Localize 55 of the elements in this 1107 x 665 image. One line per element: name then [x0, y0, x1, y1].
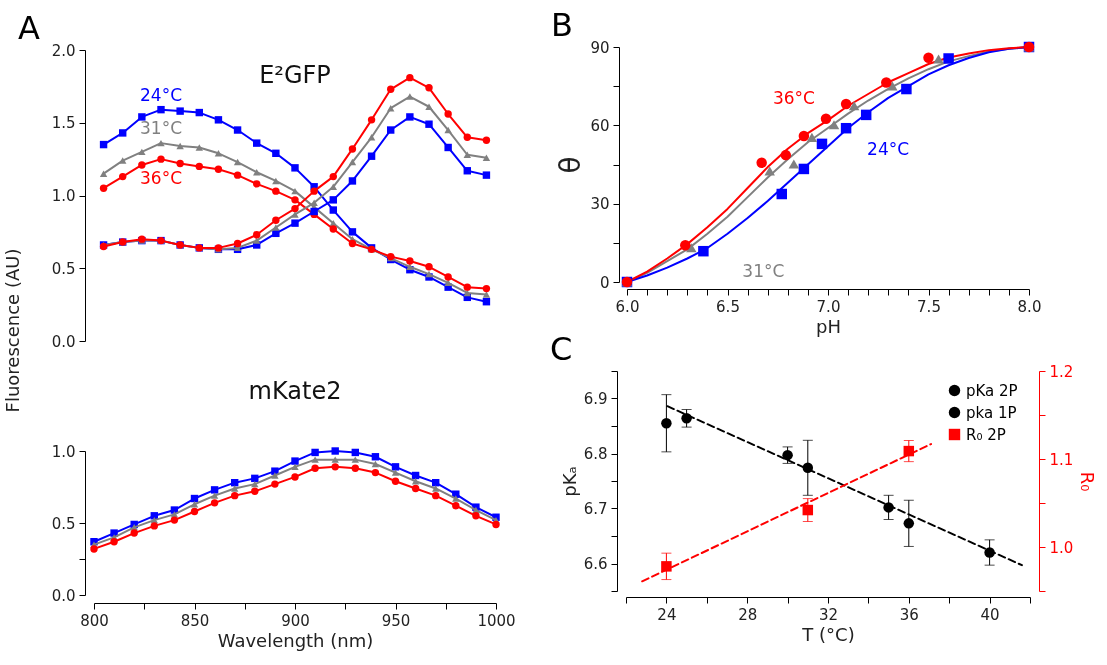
x-axis-title: Wavelength (nm) [217, 629, 374, 651]
y-tick-label: 6.7 [583, 500, 608, 518]
x-tick-label: 24 [657, 605, 677, 624]
y-tick-label: 1.0 [51, 187, 76, 205]
y-axis-title: pKₐ [558, 466, 580, 497]
text: B [551, 6, 573, 44]
x-tick-label: 950 [381, 611, 411, 630]
y-tick-label: 1.5 [51, 114, 76, 133]
y2-tick-label: 1.0 [1049, 538, 1074, 557]
x-axis-title: T (°C) [801, 623, 855, 645]
y-tick-label: 0.5 [51, 514, 76, 533]
legend-label: R₀ 2P [966, 425, 1006, 444]
x-tick-label: 32 [818, 605, 839, 624]
x-tick-label: 7.0 [816, 297, 841, 316]
x-tick-label: 6.5 [716, 297, 740, 316]
y-tick-label: 2.0 [51, 41, 76, 60]
series-label: 31°C [139, 118, 183, 139]
x-tick-label: 36 [899, 605, 919, 624]
y-tick-label: 6.9 [583, 390, 608, 408]
y-tick-label: 90 [590, 38, 610, 57]
y2-tick-label: 1.1 [1049, 450, 1074, 469]
x-tick-label: 28 [738, 605, 758, 624]
x-tick-label: 800 [80, 611, 109, 630]
y-axis-title: Fluorescence (AU) [1, 248, 23, 413]
text: E²GFP [259, 61, 331, 89]
series-label: 36°C [139, 168, 183, 189]
x-tick-label: 900 [281, 611, 310, 630]
y-axis-title: θ [554, 156, 588, 174]
y2-axis-title: R₀ [1077, 471, 1099, 492]
x-tick-label: 8.0 [1017, 297, 1042, 316]
y-tick-label: 6.6 [583, 555, 608, 573]
y-tick-label: 0.0 [51, 586, 76, 605]
text: A [18, 9, 40, 47]
x-tick-label: 7.5 [917, 297, 941, 316]
text: C [550, 330, 573, 368]
x-tick-label: 1000 [477, 611, 516, 630]
y-tick-label: 0.0 [51, 332, 76, 351]
chart-title: mKate2 [248, 377, 342, 405]
x-tick-label: 850 [180, 611, 210, 630]
y-tick-label: 0 [599, 273, 610, 292]
x-tick-label: 6.0 [615, 297, 640, 316]
series-label: 24°C [139, 84, 183, 105]
y-tick-label: 60 [590, 116, 610, 135]
series-label: 36°C [772, 87, 815, 108]
legend-label: pKa 2P [966, 381, 1018, 400]
legend-label: pka 1P [966, 403, 1017, 422]
y2-tick-label: 1.2 [1049, 362, 1074, 381]
y-tick-label: 6.8 [583, 445, 608, 463]
text: 31°C [742, 260, 785, 281]
y-tick-label: 0.5 [51, 259, 76, 278]
series-label: 24°C [867, 139, 910, 160]
y-tick-label: 1.0 [51, 442, 76, 461]
x-axis-title: pH [816, 315, 841, 337]
x-tick-label: 40 [980, 605, 1000, 624]
y-tick-label: 30 [590, 195, 610, 214]
